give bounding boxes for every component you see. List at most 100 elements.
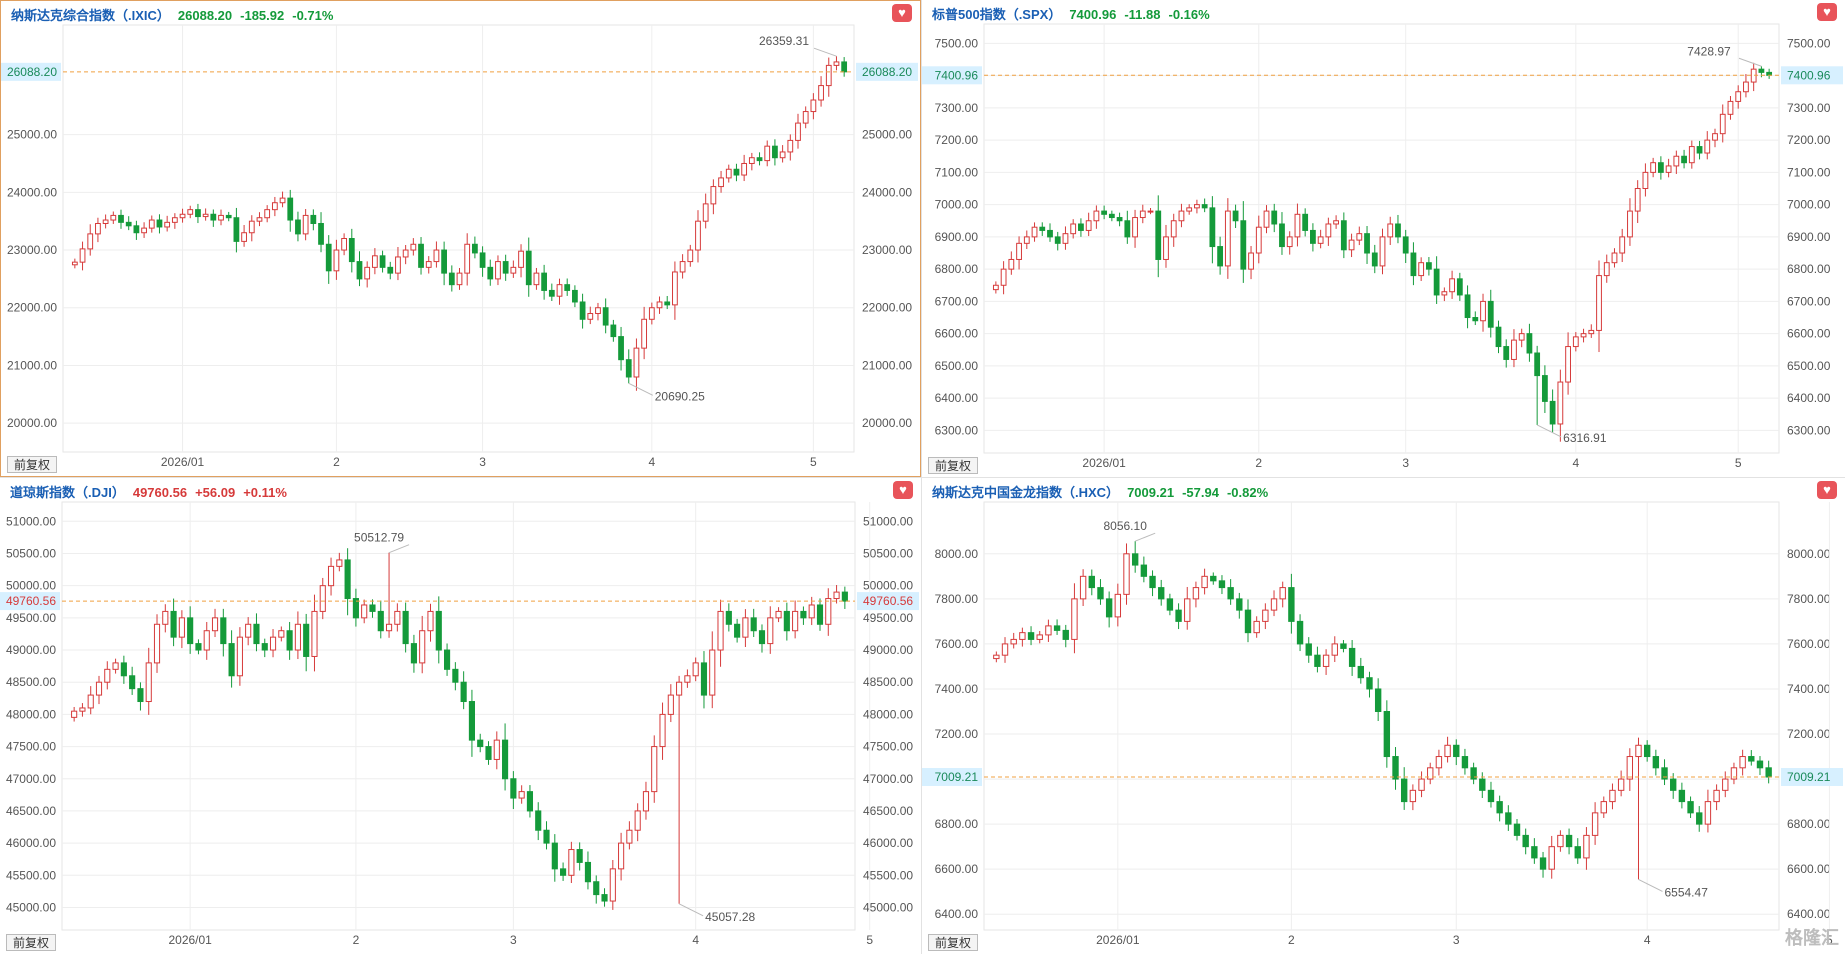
candle-body bbox=[133, 225, 140, 234]
y-tick-label-right: 6600.00 bbox=[1787, 327, 1831, 341]
candle bbox=[1366, 671, 1373, 698]
candle-body bbox=[593, 881, 600, 896]
chart-panel-dji[interactable]: 道琼斯指数（.DJI） 49760.56 +56.09 +0.11% ♥ 45000.00… bbox=[0, 478, 921, 954]
candle bbox=[1314, 646, 1321, 673]
candle-body bbox=[1047, 229, 1053, 238]
candle bbox=[256, 212, 263, 227]
candle-body bbox=[387, 266, 394, 274]
y-tick-label-right: 7800.00 bbox=[1787, 592, 1831, 606]
adjust-mode-button[interactable]: 前复权 bbox=[928, 934, 978, 951]
candle-body bbox=[1574, 846, 1581, 859]
heart-icon[interactable]: ♥ bbox=[1817, 481, 1837, 499]
candle bbox=[133, 220, 140, 240]
candle bbox=[717, 599, 724, 667]
adjust-mode-button[interactable]: 前复权 bbox=[6, 934, 56, 951]
price-change: -57.94 bbox=[1182, 485, 1219, 500]
candle-body bbox=[502, 261, 509, 274]
heart-icon[interactable]: ♥ bbox=[893, 481, 913, 499]
candle bbox=[1279, 212, 1285, 255]
candle-body bbox=[1748, 756, 1755, 762]
candle bbox=[679, 254, 686, 279]
candle bbox=[1105, 591, 1113, 628]
candle-body bbox=[993, 654, 1000, 660]
candle bbox=[1027, 626, 1035, 646]
candle bbox=[1270, 590, 1278, 617]
candle bbox=[477, 733, 484, 753]
heart-icon[interactable]: ♥ bbox=[1817, 3, 1837, 21]
candle bbox=[741, 154, 748, 182]
candle-body bbox=[1704, 801, 1712, 825]
y-tick-label-right: 6500.00 bbox=[1787, 359, 1831, 373]
candle bbox=[71, 258, 78, 269]
plot-frame bbox=[983, 23, 1780, 454]
x-tick-label: 3 bbox=[479, 455, 486, 469]
candle-body bbox=[287, 197, 294, 221]
candle bbox=[1232, 204, 1239, 229]
candle bbox=[1262, 603, 1269, 630]
chart-panel-spx[interactable]: 标普500指数（.SPX） 7400.96 -11.88 -0.16% ♥ 6300.00… bbox=[922, 0, 1845, 477]
candle bbox=[1464, 285, 1471, 329]
candle bbox=[758, 624, 766, 653]
candle bbox=[441, 241, 447, 286]
candle-body bbox=[1001, 643, 1009, 656]
heart-icon[interactable]: ♥ bbox=[892, 4, 912, 22]
last-price-tag-left-bg bbox=[922, 66, 982, 85]
candle bbox=[1175, 603, 1182, 630]
candle-body bbox=[1010, 638, 1017, 645]
last-price-tag-right-bg bbox=[1781, 66, 1843, 85]
candle bbox=[278, 626, 285, 642]
candle bbox=[369, 599, 376, 618]
candle-body bbox=[225, 214, 232, 219]
candle bbox=[1132, 209, 1138, 248]
price-change-pct: -0.71% bbox=[292, 8, 334, 23]
candle bbox=[1155, 195, 1162, 278]
candle bbox=[1470, 762, 1477, 785]
candle-body bbox=[572, 289, 578, 303]
candle-body bbox=[245, 623, 252, 638]
candle bbox=[1383, 700, 1391, 768]
candle-body bbox=[195, 209, 201, 218]
candle-body bbox=[211, 617, 219, 632]
price-change-pct: +0.11% bbox=[243, 485, 287, 500]
candle-body bbox=[1317, 236, 1324, 244]
candle-body bbox=[279, 197, 286, 204]
candle bbox=[1387, 216, 1394, 246]
candle bbox=[560, 862, 567, 881]
candle bbox=[692, 657, 699, 682]
candle bbox=[1097, 579, 1104, 605]
chart-panel-hxc[interactable]: 纳斯达克中国金龙指数（.HXC） 7009.21 -57.94 -0.82% ♥ 6400… bbox=[922, 478, 1845, 954]
candle-body bbox=[510, 778, 517, 799]
candle-body bbox=[468, 701, 475, 741]
candle bbox=[410, 634, 417, 673]
candle bbox=[1513, 819, 1521, 841]
x-tick-label: 5 bbox=[1735, 456, 1742, 470]
candle-body bbox=[1124, 220, 1131, 238]
candle-body bbox=[325, 243, 332, 272]
candle bbox=[1609, 783, 1616, 810]
candle-body bbox=[1263, 210, 1270, 228]
y-tick-label-left: 8000.00 bbox=[935, 547, 979, 561]
candle-body bbox=[71, 261, 78, 266]
candle-body bbox=[602, 307, 609, 326]
adjust-mode-button[interactable]: 前复权 bbox=[928, 457, 978, 474]
low-annotation: 6554.47 bbox=[1664, 885, 1708, 899]
candle bbox=[210, 209, 217, 227]
candle bbox=[1495, 320, 1502, 354]
price-change-pct: -0.16% bbox=[1168, 7, 1210, 22]
candle bbox=[1634, 180, 1641, 224]
candle-body bbox=[1696, 812, 1703, 825]
candle bbox=[1140, 556, 1148, 583]
candle-body bbox=[1652, 756, 1660, 769]
candle bbox=[1085, 212, 1092, 237]
candle bbox=[1611, 248, 1618, 268]
candle bbox=[710, 179, 717, 215]
candle bbox=[1402, 229, 1409, 264]
candle bbox=[1549, 389, 1556, 433]
candle-body bbox=[1635, 744, 1642, 758]
candle bbox=[1565, 332, 1571, 395]
x-tick-label: 2026/01 bbox=[168, 933, 212, 947]
candle-body bbox=[692, 662, 699, 677]
chart-panel-ixic[interactable]: 纳斯达克综合指数（.IXIC） 26088.20 -185.92 -0.71% ♥ 200… bbox=[0, 0, 921, 477]
candle-body bbox=[659, 713, 666, 748]
adjust-mode-button[interactable]: 前复权 bbox=[7, 456, 57, 473]
